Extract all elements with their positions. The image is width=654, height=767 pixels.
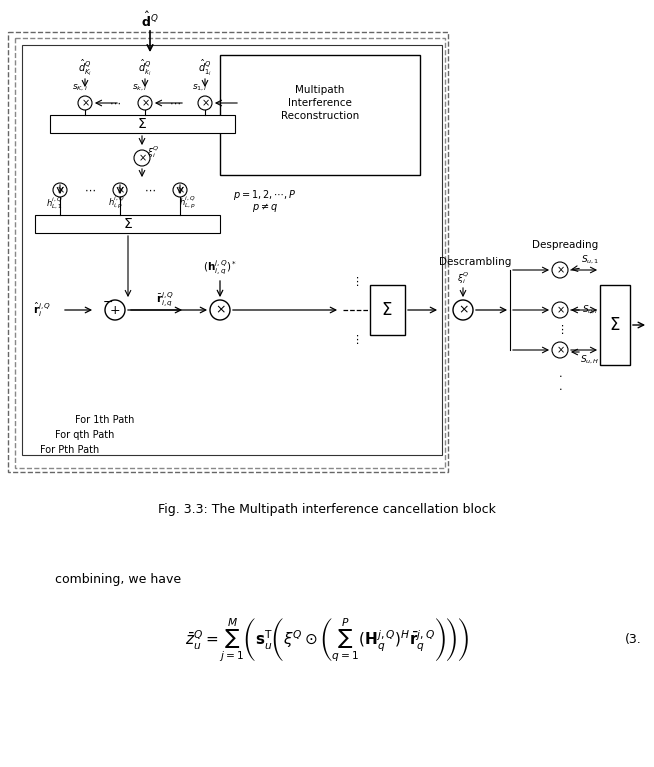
Text: $\bar{z}_u^Q = \sum_{j=1}^{M}\left(\mathbf{s}_u^{\mathrm{T}}\left(\xi^Q \odot \l: $\bar{z}_u^Q = \sum_{j=1}^{M}\left(\math… xyxy=(185,616,469,664)
Bar xyxy=(50,115,235,133)
Text: $S_{u,i}$: $S_{u,i}$ xyxy=(581,304,598,316)
Text: $(\mathbf{h}_{i,q}^{j,Q})^*$: $(\mathbf{h}_{i,q}^{j,Q})^*$ xyxy=(203,258,237,277)
Text: $\xi_i^Q$: $\xi_i^Q$ xyxy=(456,270,470,286)
Text: $\cdots$: $\cdots$ xyxy=(144,185,156,195)
Circle shape xyxy=(105,300,125,320)
Text: $\times$: $\times$ xyxy=(201,98,209,108)
Circle shape xyxy=(552,302,568,318)
Text: $p = 1, 2, \cdots, P$: $p = 1, 2, \cdots, P$ xyxy=(233,188,297,202)
Text: For 1th Path: For 1th Path xyxy=(75,415,134,425)
Bar xyxy=(220,55,420,175)
Text: $\bar{\mathbf{r}}_{i,q}^{j,Q}$: $\bar{\mathbf{r}}_{i,q}^{j,Q}$ xyxy=(156,291,174,309)
Text: For Pth Path: For Pth Path xyxy=(40,445,99,455)
Text: For qth Path: For qth Path xyxy=(55,430,114,440)
Text: $S_{u,H}$: $S_{u,H}$ xyxy=(580,354,600,366)
Text: $\cdot$: $\cdot$ xyxy=(558,383,562,393)
Text: $\times$: $\times$ xyxy=(556,304,564,315)
Text: $\cdot$: $\cdot$ xyxy=(558,370,562,380)
Text: $+$: $+$ xyxy=(109,304,120,317)
Text: $\times$: $\times$ xyxy=(80,98,90,108)
Text: $\times$: $\times$ xyxy=(175,185,184,195)
Text: Interference: Interference xyxy=(288,98,352,108)
Text: $\times$: $\times$ xyxy=(556,265,564,275)
Text: $\hat{\mathbf{d}}^Q$: $\hat{\mathbf{d}}^Q$ xyxy=(141,11,159,30)
Text: Despreading: Despreading xyxy=(532,240,598,250)
Circle shape xyxy=(552,342,568,358)
Text: $\times$: $\times$ xyxy=(458,304,468,317)
Bar xyxy=(15,38,445,468)
Text: Descrambling: Descrambling xyxy=(439,257,511,267)
Circle shape xyxy=(138,96,152,110)
Text: $h_{L,1}^{i,Q}$: $h_{L,1}^{i,Q}$ xyxy=(46,196,63,211)
Circle shape xyxy=(173,183,187,197)
Text: $\hat{\mathbf{r}}_i^{j,Q}$: $\hat{\mathbf{r}}_i^{j,Q}$ xyxy=(33,301,51,319)
Text: Fig. 3.3: The Multipath interference cancellation block: Fig. 3.3: The Multipath interference can… xyxy=(158,503,496,516)
Text: $\Sigma$: $\Sigma$ xyxy=(610,316,621,334)
Text: $\times$: $\times$ xyxy=(556,345,564,355)
Bar xyxy=(8,32,448,472)
Text: $\Sigma$: $\Sigma$ xyxy=(123,217,133,231)
Circle shape xyxy=(134,150,150,166)
Text: $p \neq q$: $p \neq q$ xyxy=(252,202,278,215)
Bar xyxy=(600,285,630,365)
Text: $\vdots$: $\vdots$ xyxy=(556,324,564,337)
Text: $\hat{d}_{K_i}^Q$: $\hat{d}_{K_i}^Q$ xyxy=(78,58,92,78)
Text: $\hat{d}_{k_i}^Q$: $\hat{d}_{k_i}^Q$ xyxy=(138,58,152,78)
Circle shape xyxy=(53,183,67,197)
Circle shape xyxy=(78,96,92,110)
Text: $-$: $-$ xyxy=(103,295,114,308)
Text: $s_{1,i}$: $s_{1,i}$ xyxy=(192,83,208,93)
Text: $\vdots$: $\vdots$ xyxy=(351,275,359,288)
Text: $\xi_i^Q$: $\xi_i^Q$ xyxy=(146,144,160,160)
Text: (3.: (3. xyxy=(625,634,642,647)
Text: $\times$: $\times$ xyxy=(116,185,124,195)
Circle shape xyxy=(210,300,230,320)
Text: $\cdots$: $\cdots$ xyxy=(84,185,96,195)
Text: $\times$: $\times$ xyxy=(137,153,146,163)
Text: $h_{L,p}^{i,Q}$: $h_{L,p}^{i,Q}$ xyxy=(179,195,196,211)
Text: $\times$: $\times$ xyxy=(141,98,149,108)
Circle shape xyxy=(552,262,568,278)
Circle shape xyxy=(113,183,127,197)
Bar xyxy=(35,215,220,233)
Text: Multipath: Multipath xyxy=(296,85,345,95)
Text: Reconstruction: Reconstruction xyxy=(281,111,359,121)
Text: $s_{k,i}$: $s_{k,i}$ xyxy=(132,83,148,93)
Text: $\cdots$: $\cdots$ xyxy=(109,98,121,108)
Bar xyxy=(22,45,442,455)
Text: combining, we have: combining, we have xyxy=(55,574,181,587)
Text: $S_{u,1}$: $S_{u,1}$ xyxy=(581,254,599,266)
Circle shape xyxy=(453,300,473,320)
Text: $\vdots$: $\vdots$ xyxy=(351,334,359,347)
Circle shape xyxy=(198,96,212,110)
Text: $\times$: $\times$ xyxy=(56,185,65,195)
Bar xyxy=(370,285,405,335)
Text: $s_{K,i}$: $s_{K,i}$ xyxy=(72,83,88,93)
Text: $\hat{d}_{1_i}^Q$: $\hat{d}_{1_i}^Q$ xyxy=(198,58,212,78)
Text: $\times$: $\times$ xyxy=(215,304,226,317)
Text: $\cdots$: $\cdots$ xyxy=(169,98,181,108)
Text: $h_{i,p}^{i,Q}$: $h_{i,p}^{i,Q}$ xyxy=(109,195,126,211)
Text: $\Sigma$: $\Sigma$ xyxy=(381,301,392,319)
Text: $\Sigma$: $\Sigma$ xyxy=(137,117,147,131)
